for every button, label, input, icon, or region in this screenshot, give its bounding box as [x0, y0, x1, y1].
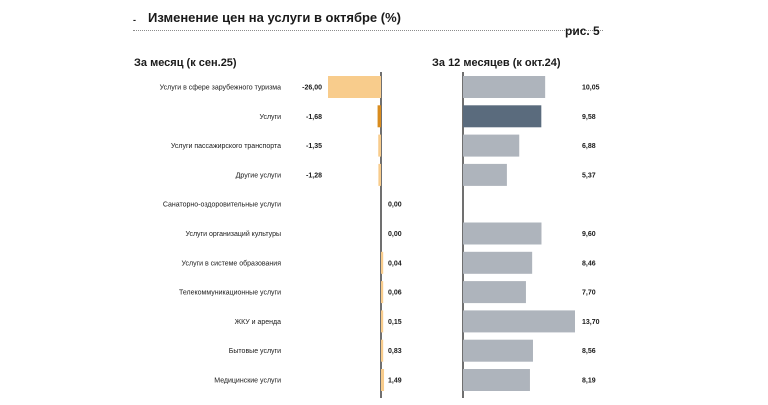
annual-value-label: 8,19: [582, 378, 596, 385]
monthly-value-label: -1,28: [306, 172, 322, 179]
annual-bar: [463, 310, 575, 333]
category-label: Услуги в системе образования: [182, 259, 282, 267]
category-label: ЖКУ и аренда: [235, 319, 281, 326]
monthly-value-label: 0,06: [388, 290, 402, 297]
annual-bar: [463, 163, 507, 186]
annual-bar: [463, 134, 520, 157]
monthly-value-label: 0,00: [388, 202, 402, 209]
monthly-bar: [381, 369, 385, 391]
monthly-panel-title: За месяц (к сен.25): [134, 57, 237, 69]
category-label: Услуги пассажирского транспорта: [171, 143, 281, 150]
annual-value-label: 7,70: [582, 290, 596, 297]
annual-bar: [463, 222, 542, 245]
category-label: Другие услуги: [236, 172, 281, 179]
title-marker: -: [133, 15, 136, 25]
monthly-value-label: -1,35: [306, 143, 322, 150]
category-label: Медицинские услуги: [214, 378, 281, 385]
annual-value-label: 9,58: [582, 114, 596, 121]
annual-bar: [463, 105, 542, 128]
annual-bar: [463, 251, 533, 274]
annual-value-label: 8,56: [582, 348, 596, 355]
monthly-bar: [378, 134, 381, 157]
annual-bar: [463, 281, 526, 304]
chart-title: Изменение цен на услуги в октябре (%): [148, 10, 401, 25]
monthly-bar: [381, 281, 384, 304]
chart-header: - Изменение цен на услуги в октябре (%): [133, 10, 603, 34]
monthly-value-label: 0,00: [388, 231, 402, 238]
monthly-bar: [378, 163, 381, 186]
monthly-value-label: -26,00: [302, 85, 322, 92]
monthly-value-label: 0,04: [388, 260, 402, 267]
monthly-bar: [377, 105, 381, 128]
annual-value-label: 10,05: [582, 85, 600, 92]
annual-panel-title: За 12 месяцев (к окт.24): [432, 57, 561, 69]
annual-bar: [463, 76, 546, 98]
monthly-bar: [381, 251, 384, 274]
monthly-value-label: 1,49: [388, 378, 402, 385]
annual-value-label: 8,46: [582, 260, 596, 267]
monthly-bar: [381, 310, 384, 333]
category-label: Бытовые услуги: [229, 348, 281, 355]
title-underline: [133, 30, 603, 31]
annual-value-label: 13,70: [582, 319, 600, 326]
category-label: Услуги в сфере зарубежного туризма: [160, 84, 281, 92]
monthly-bar: [328, 76, 381, 98]
category-label: Санаторно-оздоровительные услуги: [163, 202, 281, 209]
annual-value-label: 5,37: [582, 172, 596, 179]
monthly-value-label: -1,68: [306, 114, 322, 121]
annual-value-label: 9,60: [582, 231, 596, 238]
monthly-value-label: 0,15: [388, 319, 402, 326]
annual-bar: [463, 339, 533, 362]
category-label: Телекоммуникационные услуги: [179, 290, 281, 297]
annual-bar: [463, 369, 530, 391]
annual-value-label: 6,88: [582, 143, 596, 150]
category-label: Услуги организаций культуры: [185, 230, 281, 238]
monthly-bar: [381, 339, 384, 362]
figure-label: рис. 5: [565, 24, 600, 38]
monthly-value-label: 0,83: [388, 348, 402, 355]
category-label: Услуги: [259, 114, 281, 121]
